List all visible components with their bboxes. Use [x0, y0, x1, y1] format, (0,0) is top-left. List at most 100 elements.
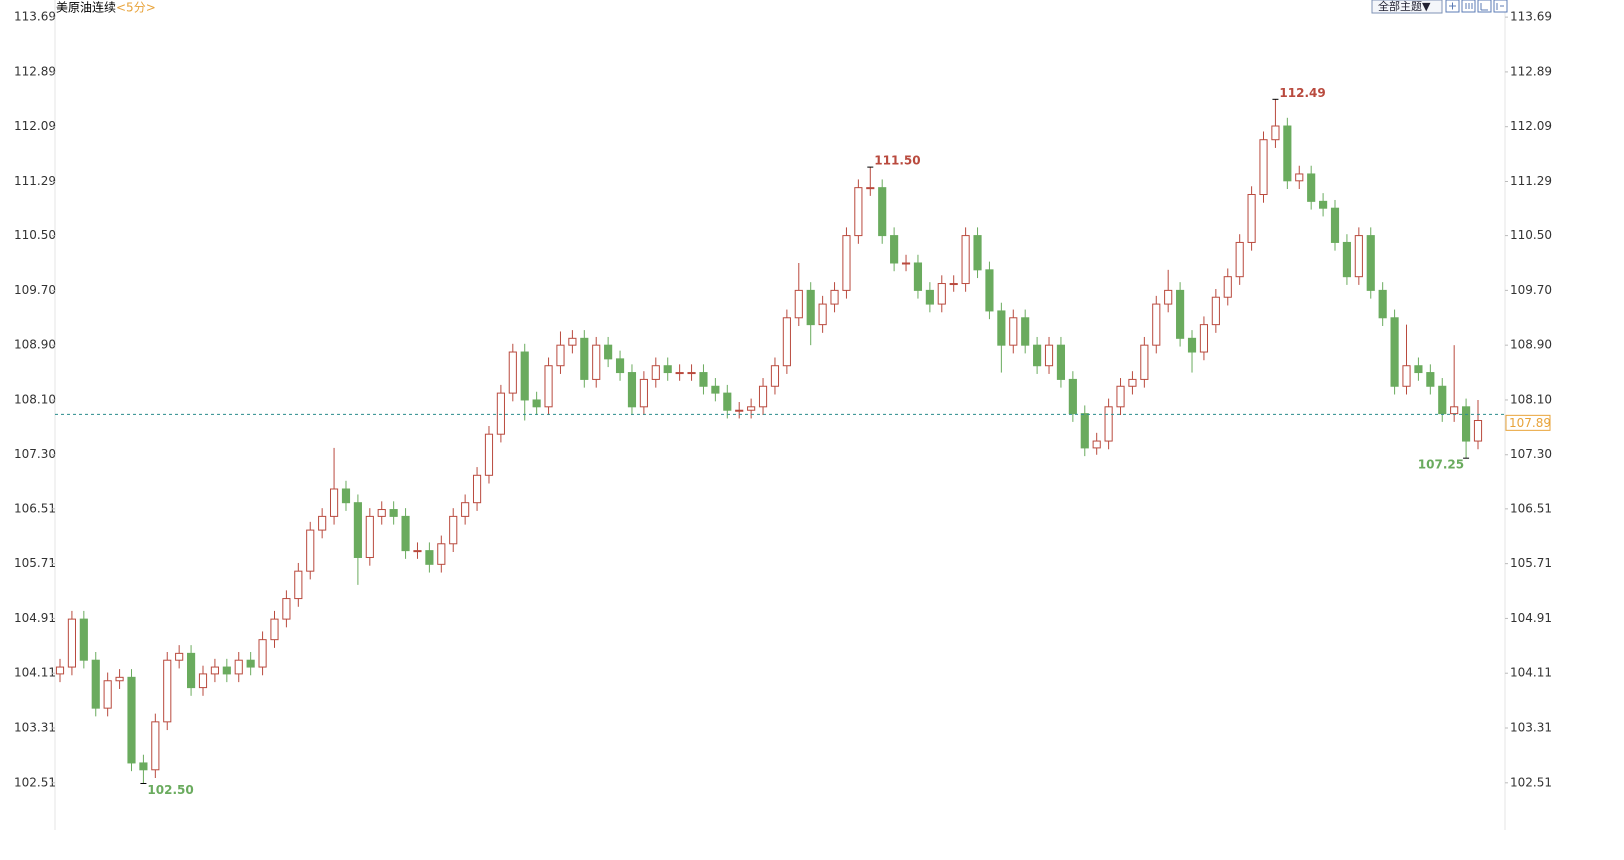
candle: [1259, 131, 1268, 203]
candle: [246, 651, 255, 676]
candle-body: [270, 618, 279, 641]
icon-glyphs: [1449, 2, 1504, 11]
candle: [258, 631, 267, 676]
candle-body: [580, 337, 589, 380]
extreme-label: 102.50: [147, 783, 193, 797]
candle-body: [925, 289, 934, 305]
y2-tick-label: 104.11: [1510, 666, 1552, 680]
candle: [1473, 399, 1483, 450]
candle-body: [1462, 406, 1471, 442]
candle-body: [747, 406, 756, 411]
y-tick-label: 106.51: [14, 501, 56, 515]
candle: [115, 669, 124, 689]
candle: [222, 658, 231, 683]
candle-body: [1450, 406, 1459, 415]
candle-body: [413, 550, 422, 553]
candle: [770, 357, 780, 395]
candle: [711, 378, 720, 402]
candle: [866, 167, 875, 196]
candle-body: [294, 570, 303, 600]
candle-body: [949, 283, 958, 286]
extreme-label: 107.25: [1418, 458, 1464, 472]
y2-tick-label: 104.91: [1510, 611, 1552, 625]
candle: [401, 508, 410, 559]
candle-body: [1211, 296, 1220, 326]
y-tick-label: 109.70: [14, 283, 56, 297]
candle: [198, 665, 208, 696]
candle: [91, 651, 100, 717]
candle: [723, 384, 732, 419]
candle: [568, 330, 577, 354]
candle-body: [1295, 173, 1304, 182]
candle-body: [687, 372, 696, 375]
candle: [854, 179, 863, 244]
y2-tick-label: 107.30: [1510, 447, 1552, 461]
theme-button-label[interactable]: 全部主题▼: [1378, 0, 1431, 13]
candle: [687, 364, 696, 381]
candle-body: [1104, 406, 1113, 442]
candle: [890, 227, 899, 272]
candle: [1378, 282, 1387, 326]
candle: [1426, 364, 1435, 395]
candle-body: [675, 372, 684, 375]
candle-body: [377, 509, 386, 517]
candle-body: [79, 618, 88, 661]
candle-body: [1330, 207, 1340, 243]
candle: [1116, 378, 1125, 416]
candle: [627, 364, 637, 416]
candle: [175, 645, 184, 669]
candle: [1199, 316, 1209, 361]
candle: [79, 610, 88, 669]
candle-body: [699, 372, 708, 387]
candle-body: [91, 659, 100, 709]
candle: [842, 227, 851, 299]
extreme-label: 112.49: [1279, 86, 1325, 100]
candle-body: [103, 680, 112, 709]
candle-body: [842, 235, 851, 291]
candle: [365, 508, 374, 566]
candle-body: [1140, 344, 1149, 380]
candle-body: [1354, 235, 1363, 278]
candle: [544, 357, 553, 416]
candle: [1056, 336, 1066, 388]
candle-body: [1247, 194, 1256, 243]
theme-button[interactable]: [1371, 0, 1443, 14]
candle: [1414, 357, 1423, 381]
candle-body: [187, 652, 196, 689]
candle: [1187, 330, 1197, 373]
candle-body: [1068, 378, 1077, 415]
candle: [163, 651, 172, 731]
candle-body: [401, 515, 410, 552]
candle-body: [1187, 337, 1197, 353]
candle: [1390, 309, 1399, 395]
y2-tick-label: 110.50: [1510, 228, 1552, 242]
candle-body: [1021, 317, 1030, 346]
candle-body: [1402, 365, 1411, 387]
candle: [985, 261, 994, 320]
candle-body: [1235, 241, 1244, 278]
candle: [139, 754, 148, 784]
candle: [508, 343, 517, 402]
candle-body: [318, 515, 327, 531]
candle: [1021, 309, 1030, 354]
candle-body: [937, 283, 946, 305]
y-tick-label: 104.11: [14, 666, 56, 680]
candle-body: [461, 502, 470, 517]
candle: [1140, 336, 1149, 388]
candle: [520, 343, 529, 421]
candle-body: [615, 358, 625, 374]
candle: [949, 275, 958, 292]
candle-body: [1080, 413, 1089, 449]
candle: [1104, 398, 1113, 450]
chart-subtitle: <5分>: [116, 1, 156, 15]
y2-tick-label: 109.70: [1510, 283, 1552, 297]
candle: [747, 398, 756, 419]
candle-body: [639, 378, 648, 408]
y2-tick-label: 111.29: [1510, 174, 1552, 188]
candle: [925, 282, 934, 313]
candle: [913, 254, 923, 299]
candle-body: [1366, 235, 1375, 291]
candle: [413, 542, 422, 559]
y-tick-label: 111.29: [14, 174, 56, 188]
